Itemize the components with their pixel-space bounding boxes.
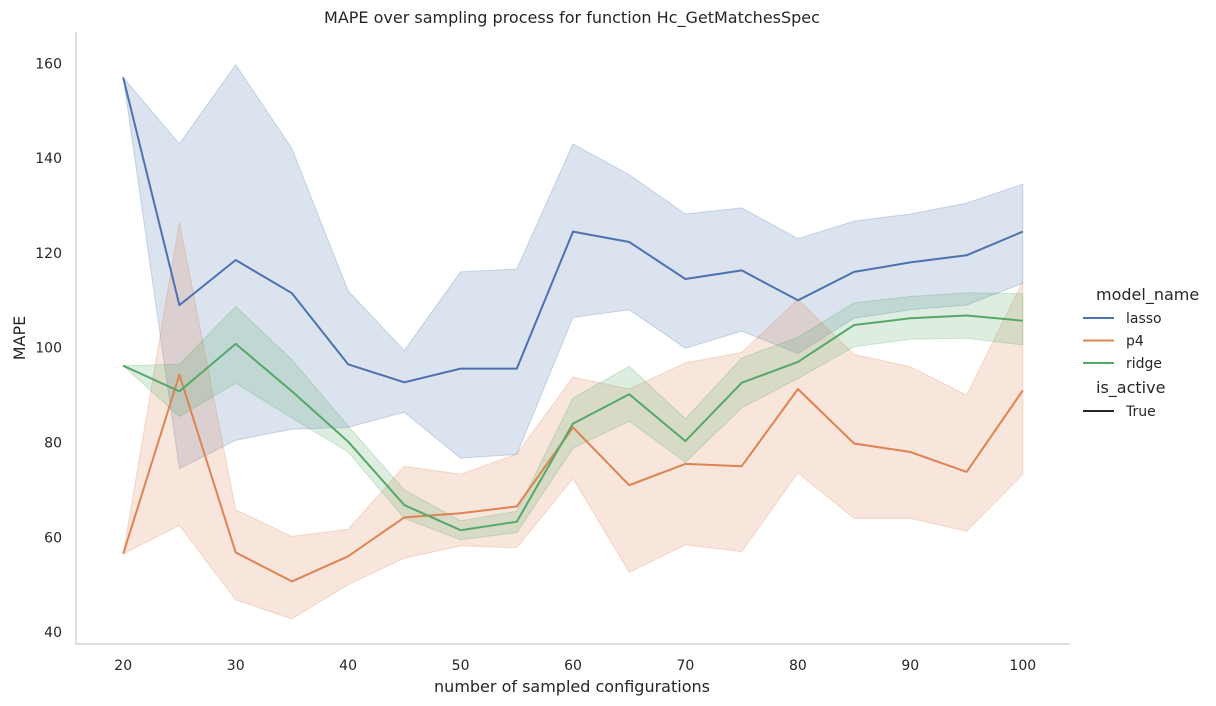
legend-entry-lasso: lasso — [1083, 311, 1162, 327]
y-axis-ticks: 40 60 80 100 120 140 160 — [35, 56, 62, 641]
series-line-lasso — [122, 77, 1024, 384]
y-tick-label: 40 — [44, 625, 62, 641]
series-line-ridge — [122, 314, 1023, 532]
legend-style-title: is_active — [1096, 378, 1165, 398]
y-tick-label: 80 — [44, 436, 62, 452]
y-axis-label: MAPE — [10, 316, 29, 361]
legend-entry-style: True — [1083, 404, 1156, 420]
legend-label: lasso — [1126, 311, 1162, 327]
ci-band-lasso — [122, 63, 1024, 470]
legend-label: ridge — [1126, 356, 1162, 372]
x-tick-label: 50 — [452, 658, 470, 674]
x-tick-label: 80 — [789, 658, 807, 674]
x-tick-label: 100 — [1009, 658, 1036, 674]
y-tick-label: 60 — [44, 530, 62, 546]
x-axis-label: number of sampled configurations — [434, 677, 710, 696]
x-tick-label: 20 — [114, 658, 132, 674]
legend-label: p4 — [1126, 334, 1144, 350]
series-line-p4 — [122, 373, 1024, 583]
legend-hue-title: model_name — [1096, 285, 1199, 305]
legend-entry-p4: p4 — [1083, 334, 1144, 350]
x-tick-label: 60 — [564, 658, 582, 674]
legend-label: True — [1125, 404, 1156, 420]
x-tick-label: 70 — [676, 658, 694, 674]
legend-style-entries: True — [1083, 404, 1156, 420]
y-tick-label: 100 — [35, 341, 62, 357]
ci-band-ridge — [121, 292, 1024, 541]
y-tick-label: 140 — [35, 151, 62, 167]
x-axis-ticks: 20 30 40 50 60 70 80 90 100 — [114, 658, 1036, 674]
chart-title: MAPE over sampling process for function … — [324, 8, 820, 28]
y-tick-label: 120 — [35, 246, 62, 262]
ci-band-p4 — [122, 222, 1024, 620]
legend-hue-entries: lasso p4 ridge — [1083, 311, 1162, 372]
legend-entry-ridge: ridge — [1083, 356, 1162, 372]
x-tick-label: 40 — [339, 658, 357, 674]
x-tick-label: 30 — [227, 658, 245, 674]
confidence-bands — [121, 63, 1024, 620]
y-tick-label: 160 — [35, 56, 62, 72]
series-lines — [122, 77, 1024, 583]
legend: model_name lasso p4 ridge is_active True — [1083, 285, 1199, 420]
x-tick-label: 90 — [901, 658, 919, 674]
